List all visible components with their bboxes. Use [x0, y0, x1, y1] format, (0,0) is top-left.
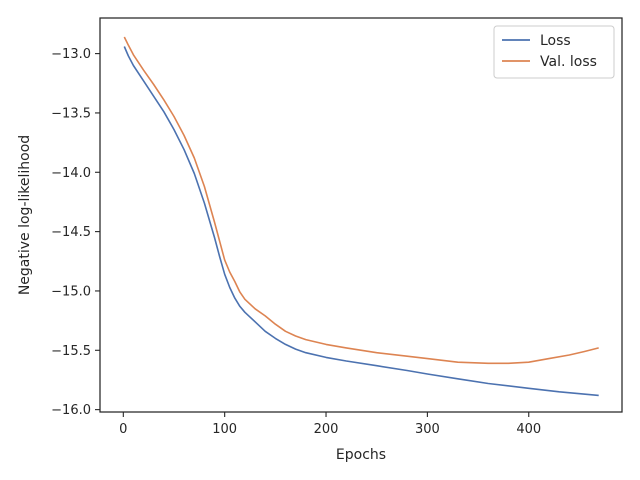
x-tick-label: 400 [516, 422, 541, 437]
x-tick-label: 100 [212, 422, 237, 437]
y-tick-label: −14.0 [51, 166, 91, 181]
y-tick-label: −13.5 [51, 106, 91, 121]
legend-box [493, 25, 615, 79]
legend-label-0: Loss [540, 33, 571, 49]
y-tick-label: −15.5 [51, 344, 91, 359]
series-line-1 [123, 36, 599, 365]
y-tick-label: −15.0 [51, 284, 91, 299]
y-axis-label: Negative log-likelihood [17, 135, 33, 295]
legend: Loss Val. loss [493, 25, 615, 79]
x-axis-ticks: 0 100 200 300 400 [119, 412, 541, 437]
x-axis-label: Epochs [336, 447, 386, 463]
x-tick-label: 300 [415, 422, 440, 437]
plot-frame [99, 17, 623, 413]
series-line-0 [123, 46, 599, 397]
y-axis-ticks: −16.0 −15.5 −15.0 −14.5 −14.0 −13.5 −13.0 [51, 47, 100, 418]
y-tick-label: −14.5 [51, 225, 91, 240]
y-tick-label: −16.0 [51, 403, 91, 418]
y-tick-label: −13.0 [51, 47, 91, 62]
x-tick-label: 200 [314, 422, 339, 437]
plot-lines [123, 36, 599, 397]
x-tick-label: 0 [119, 422, 127, 437]
legend-label-1: Val. loss [540, 54, 597, 70]
